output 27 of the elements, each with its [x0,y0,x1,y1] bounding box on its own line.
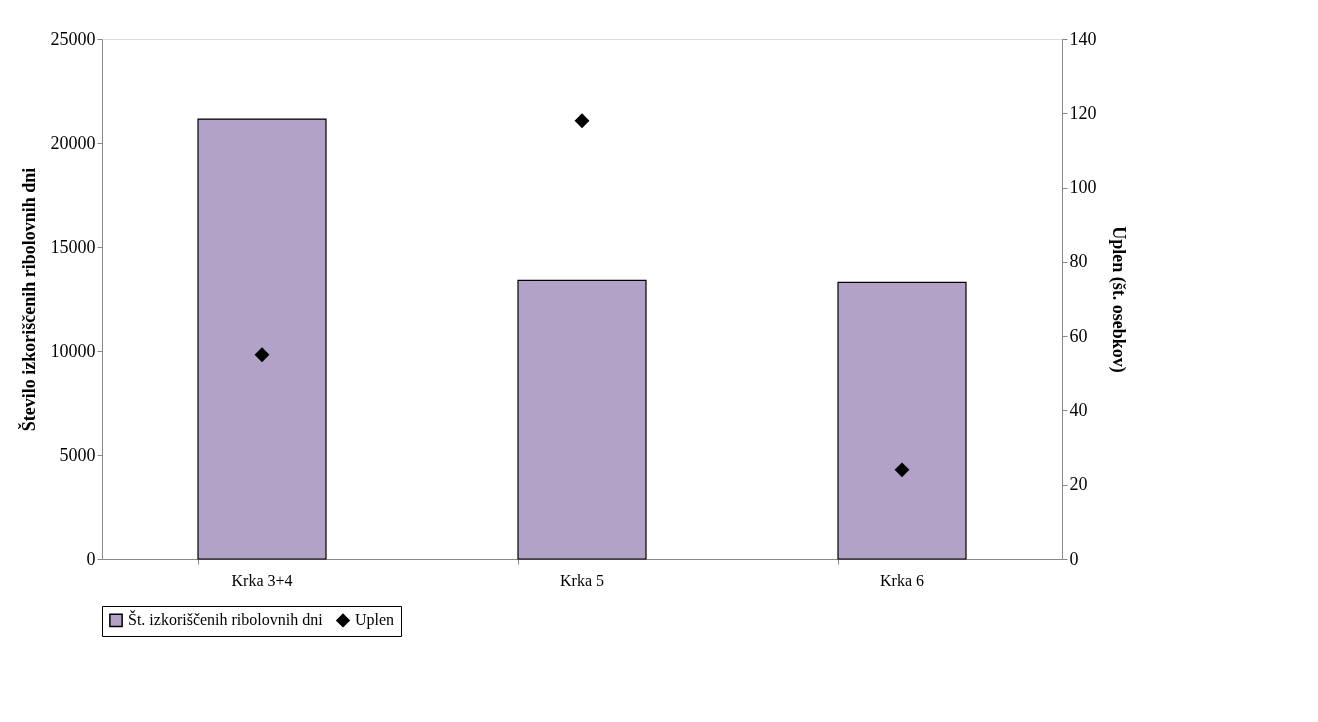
bar [197,118,327,560]
legend-label: Uplen [355,611,395,630]
y-tick-label: 15000 [50,236,96,257]
y-tick-label: 10000 [50,340,96,361]
bar [837,281,967,560]
y-tick-label: 0 [86,548,96,569]
y-tick-label: 25000 [50,28,96,49]
y2-tick-label: 40 [1069,399,1088,420]
x-tick-label: Krka 6 [880,571,924,589]
point [894,462,910,478]
point [254,347,270,363]
y2-axis-title: Uplen (št. osebkov) [1107,226,1129,373]
y2-tick-label: 60 [1069,325,1088,346]
bar [517,279,647,560]
x-tick-label: Krka 5 [560,571,604,589]
y2-tick-label: 20 [1069,474,1088,495]
y-tick-label: 20000 [50,132,96,153]
y2-tick-label: 100 [1069,177,1097,198]
point [574,113,590,129]
legend-label: Št. izkoriščenih ribolovnih dni [128,610,324,629]
y2-tick-label: 120 [1069,102,1097,123]
x-tick-label: Krka 3+4 [231,571,293,589]
y2-tick-label: 140 [1069,28,1097,49]
y-axis-title: Število izkoriščenih ribolovnih dni [17,167,39,432]
y-tick-label: 5000 [59,444,96,465]
y2-tick-label: 80 [1069,251,1088,272]
y2-tick-label: 0 [1069,548,1079,569]
